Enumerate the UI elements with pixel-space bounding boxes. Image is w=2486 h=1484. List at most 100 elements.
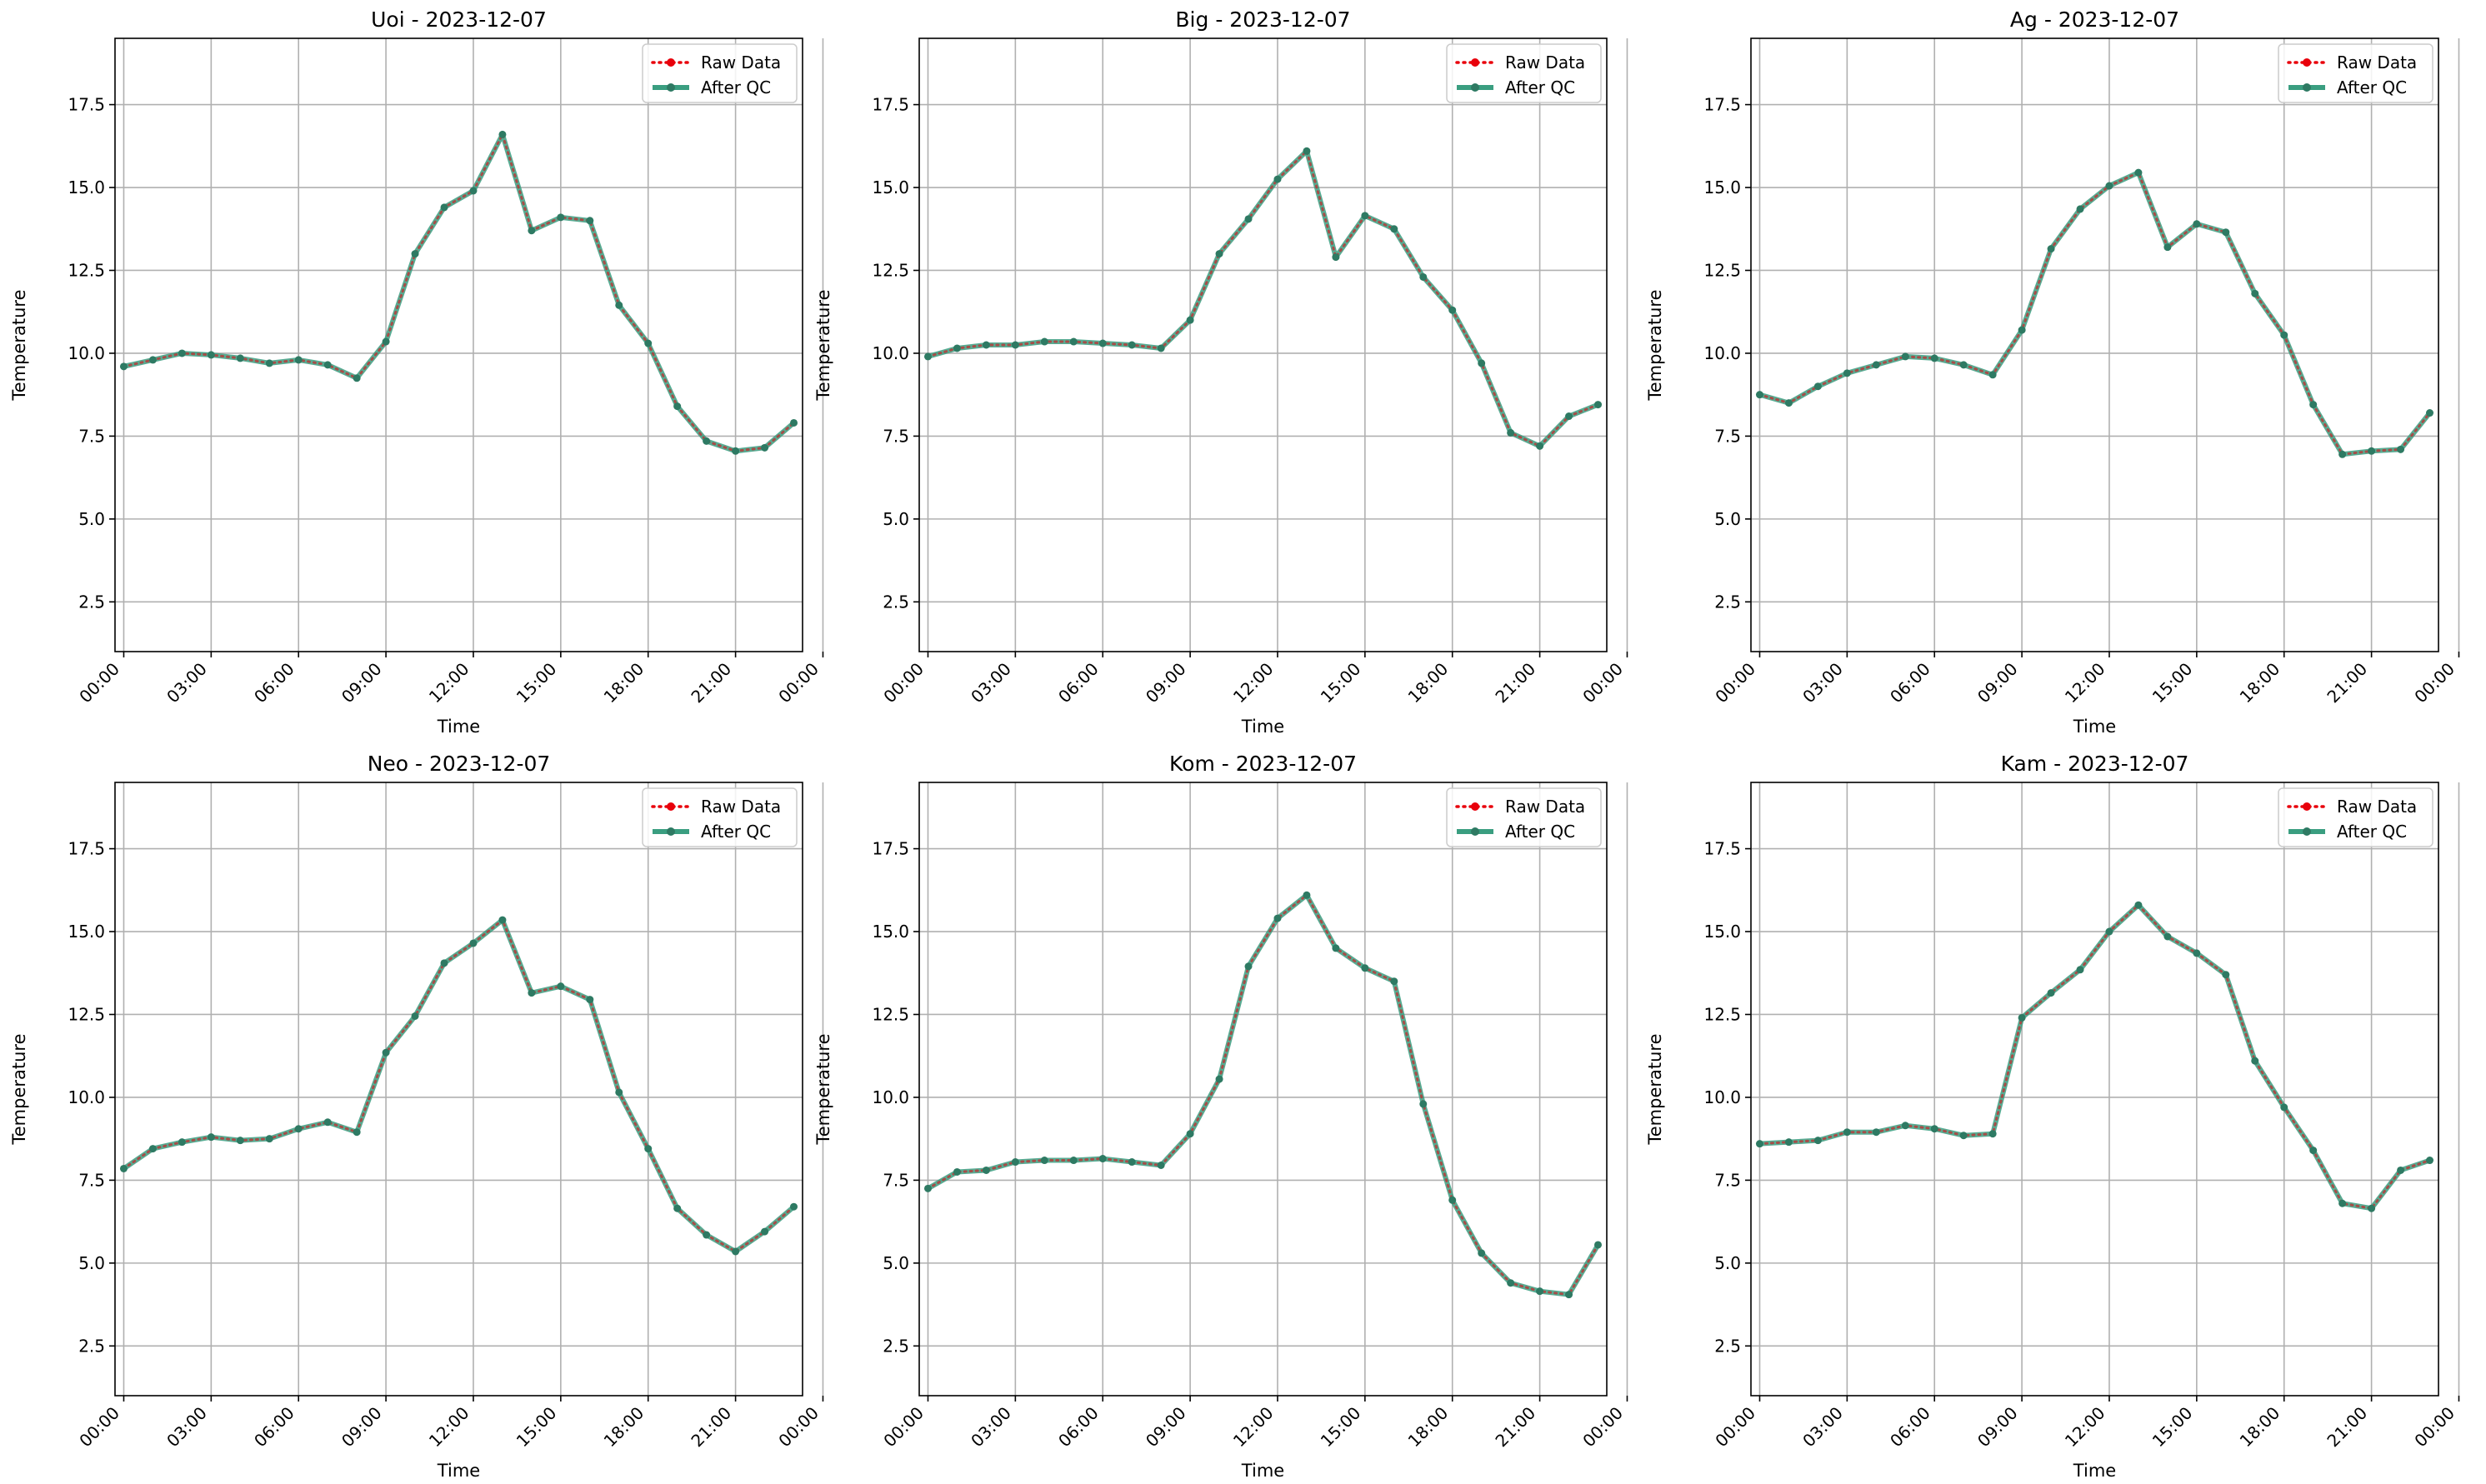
after-qc-point xyxy=(2047,245,2055,253)
after-qc-point xyxy=(382,337,390,346)
y-tick-label: 10.0 xyxy=(872,343,909,363)
legend-qc-marker xyxy=(667,83,675,92)
x-tick-label: 03:00 xyxy=(1798,1403,1847,1452)
x-tick-label: 03:00 xyxy=(163,1403,211,1452)
series-after-qc-line xyxy=(121,132,797,454)
x-tick-label: 09:00 xyxy=(338,659,386,707)
series-after-qc-line xyxy=(1757,170,2433,457)
after-qc-point xyxy=(2368,447,2376,455)
legend-raw-marker xyxy=(1471,802,1479,811)
after-qc-point xyxy=(953,1167,961,1176)
subplot-title: Ag - 2023-12-07 xyxy=(2010,7,2179,32)
x-axis-label: Time xyxy=(1241,717,1284,737)
x-tick-label: 21:00 xyxy=(687,1403,735,1452)
after-qc-point xyxy=(1186,316,1194,324)
after-qc-point xyxy=(148,1145,157,1153)
after-qc-point xyxy=(2251,1057,2259,1065)
x-tick-label: 21:00 xyxy=(1491,1403,1539,1452)
y-tick-label: 2.5 xyxy=(78,592,105,612)
x-tick-label: 15:00 xyxy=(2148,659,2197,707)
subplot-title: Big - 2023-12-07 xyxy=(1175,7,1350,32)
after-qc-point xyxy=(1040,1157,1048,1165)
series-after-qc-line xyxy=(925,148,1601,449)
after-qc-point xyxy=(265,359,273,367)
after-qc-point xyxy=(469,939,478,947)
after-qc-point xyxy=(1872,1128,1880,1137)
after-qc-point xyxy=(2105,182,2113,190)
x-tick-label: 00:00 xyxy=(75,659,123,707)
legend-raw-marker xyxy=(1471,58,1479,67)
x-tick-label: 18:00 xyxy=(600,659,648,707)
after-qc-point xyxy=(119,362,128,371)
after-qc-point xyxy=(1244,962,1253,971)
subplot-title: Neo - 2023-12-07 xyxy=(368,752,551,776)
x-tick-label: 03:00 xyxy=(1798,659,1847,707)
x-tick-label: 06:00 xyxy=(1054,1403,1103,1452)
y-tick-label: 10.0 xyxy=(68,343,105,363)
after-qc-point xyxy=(703,437,711,445)
y-tick-label: 10.0 xyxy=(1703,1087,1741,1107)
after-qc-point xyxy=(207,351,215,359)
legend-qc-label: After QC xyxy=(1505,77,1575,97)
after-qc-point xyxy=(2309,1147,2318,1155)
subplot: 00:00 03:00 06:00 09:00 12:00 15:00 18:00 21:00… xyxy=(1645,752,2460,1481)
after-qc-point xyxy=(1901,352,1909,361)
y-tick-label: 5.0 xyxy=(883,1253,909,1273)
after-qc-point xyxy=(1959,361,1968,369)
after-qc-point xyxy=(1536,1287,1544,1296)
after-qc-point xyxy=(2338,1199,2347,1207)
after-qc-point xyxy=(119,1164,128,1172)
y-tick-label: 12.5 xyxy=(872,1004,909,1024)
x-tick-label: 00:00 xyxy=(774,1403,823,1452)
legend: Raw Data After QC xyxy=(2278,43,2433,103)
after-qc-point xyxy=(1157,1162,1165,1170)
x-tick-label: 00:00 xyxy=(2410,1403,2458,1452)
x-tick-label: 06:00 xyxy=(250,1403,298,1452)
x-tick-label: 00:00 xyxy=(1711,659,1759,707)
x-axis-label: Time xyxy=(1241,1461,1284,1481)
x-tick-label: 15:00 xyxy=(1317,659,1365,707)
after-qc-point xyxy=(294,1125,303,1133)
x-tick-label: 12:00 xyxy=(425,1403,473,1452)
after-qc-point xyxy=(528,227,536,235)
legend-raw-label: Raw Data xyxy=(1505,52,1585,72)
after-qc-point xyxy=(440,203,448,212)
axes-frame xyxy=(114,782,803,1397)
subplot: 00:00 03:00 06:00 09:00 12:00 15:00 18:00 21:00… xyxy=(813,752,1628,1481)
after-qc-point xyxy=(411,250,419,258)
after-qc-point xyxy=(323,1118,332,1127)
axes-frame xyxy=(1750,37,2439,652)
y-tick-label: 12.5 xyxy=(872,260,909,280)
after-qc-point xyxy=(265,1135,273,1143)
subplot-title: Kom - 2023-12-07 xyxy=(1169,752,1357,776)
after-qc-point xyxy=(1157,344,1165,352)
after-qc-point xyxy=(1419,272,1428,281)
after-qc-point xyxy=(1186,1130,1194,1138)
y-tick-label: 12.5 xyxy=(1703,260,1741,280)
legend-qc-marker xyxy=(1471,827,1479,836)
legend-qc-marker xyxy=(2303,83,2311,92)
x-tick-label: 18:00 xyxy=(600,1403,648,1452)
series-raw-data-line xyxy=(926,148,1600,448)
after-qc-point xyxy=(294,356,303,364)
after-qc-point xyxy=(1784,1138,1793,1147)
after-qc-point xyxy=(236,354,244,362)
after-qc-point xyxy=(1988,1130,1997,1138)
after-qc-point xyxy=(1128,341,1136,349)
after-qc-point xyxy=(1098,1155,1107,1163)
subplot: 00:00 03:00 06:00 09:00 12:00 15:00 18:00 21:00… xyxy=(813,7,1628,737)
after-qc-point xyxy=(2397,445,2405,453)
after-qc-point xyxy=(1332,253,1340,262)
x-tick-label: 06:00 xyxy=(1886,1403,1934,1452)
series-raw-data-line xyxy=(122,131,796,452)
y-tick-label: 15.0 xyxy=(872,177,909,197)
after-qc-point xyxy=(1332,944,1340,952)
y-tick-label: 12.5 xyxy=(68,1004,105,1024)
legend: Raw Data After QC xyxy=(1446,787,1602,847)
after-qc-point xyxy=(2280,1103,2288,1112)
legend-qc-marker xyxy=(667,827,675,836)
after-qc-point xyxy=(1930,354,1938,362)
after-qc-point xyxy=(1303,891,1311,899)
after-qc-point xyxy=(1040,337,1048,346)
axes-frame xyxy=(918,782,1608,1397)
